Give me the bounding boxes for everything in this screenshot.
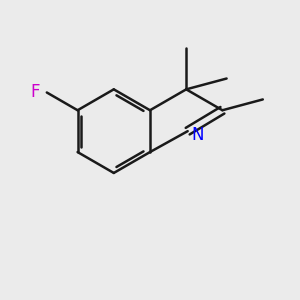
Text: F: F [31, 83, 40, 101]
Text: N: N [191, 126, 204, 144]
